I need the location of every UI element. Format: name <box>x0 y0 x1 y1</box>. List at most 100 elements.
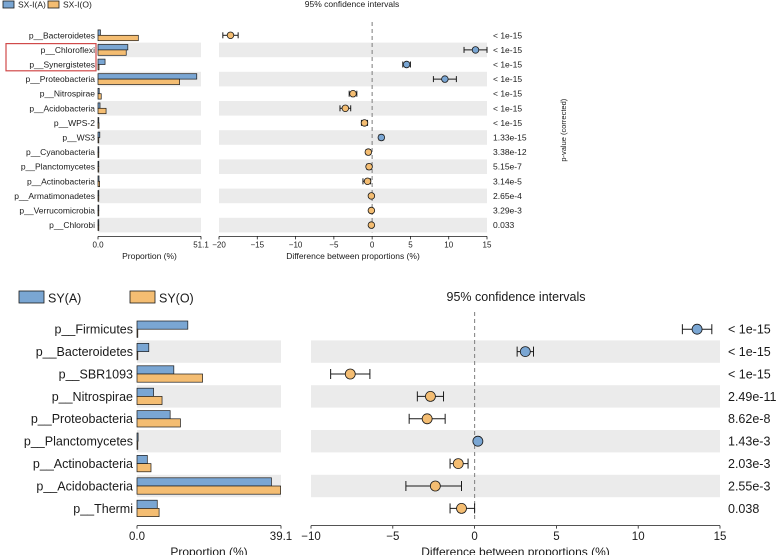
top-bar-o-10 <box>97 180 100 188</box>
top-bar-o-7 <box>97 137 100 144</box>
top-prop-stripe-7 <box>98 130 201 145</box>
top-category-label-10: p__Actinobacteria <box>27 176 95 186</box>
bottom-pvalue-8: 0.038 <box>728 502 759 516</box>
top-category-label-4: p__Nitrospirae <box>40 89 96 99</box>
top-category-label-9: p__Planctomycetes <box>21 162 95 172</box>
bottom-legend-swatch-1 <box>129 290 156 304</box>
top-diff-point-7 <box>377 133 386 142</box>
bottom-diff-tick-label-1: −5 <box>386 531 399 543</box>
bottom-prop-stripe-1 <box>137 340 281 363</box>
top-diff-tick-label-6: 10 <box>444 240 453 249</box>
top-category-label-8: p__Cyanobacteria <box>26 147 95 157</box>
top-diff-point-2 <box>402 60 411 69</box>
top-category-label-1: p__Chloroflexi <box>41 45 95 55</box>
top-diff-axis-label: Difference between proportions (%) <box>286 251 420 261</box>
top-legend-swatch-1 <box>47 0 60 9</box>
bottom-category-label-2: p__SBR1093 <box>59 367 133 381</box>
top-bar-o-3 <box>97 78 180 85</box>
top-category-label-6: p__WPS-2 <box>54 118 95 128</box>
top-diff-stripe-13 <box>219 217 487 233</box>
bottom-diff-tick-label-2: 0 <box>471 531 477 543</box>
top-pvalue-7: 1.33e-15 <box>493 132 527 142</box>
top-pvalue-2: < 1e-15 <box>493 59 522 69</box>
bottom-pvalue-6: 2.03e-3 <box>728 457 770 471</box>
bottom-category-label-5: p__Planctomycetes <box>24 435 133 449</box>
top-bar-o-4 <box>97 93 102 100</box>
top-diff-tick-label-7: 15 <box>483 240 492 249</box>
top-pvalue-4: < 1e-15 <box>493 89 522 99</box>
bottom-diff-stripe-3 <box>311 385 720 408</box>
top-diff-point-12 <box>367 206 376 215</box>
top-bar-o-8 <box>97 151 100 158</box>
top-bar-o-2 <box>97 64 100 71</box>
bottom-bar-a-2 <box>136 365 175 375</box>
top-bar-a-9 <box>97 160 100 168</box>
bottom-bar-o-0 <box>136 328 139 338</box>
bottom-pvalue-4: 8.62e-8 <box>728 412 770 426</box>
top-diff-point-6 <box>360 119 369 127</box>
bottom-legend-label-0: SY(A) <box>48 292 81 306</box>
bottom-bar-o-3 <box>136 396 163 405</box>
bottom-bar-o-4 <box>136 418 181 428</box>
top-pvalue-10: 3.14e-5 <box>493 176 522 186</box>
bottom-category-label-8: p__Thermi <box>73 502 133 516</box>
top-diff-tick-label-0: −20 <box>212 240 226 249</box>
top-bar-a-1 <box>97 44 129 51</box>
bottom-bar-o-5 <box>136 440 139 450</box>
top-category-label-2: p__Synergistetes <box>29 59 95 69</box>
top-legend-label-1: SX-I(O) <box>63 0 92 10</box>
top-bar-a-8 <box>97 146 100 153</box>
bottom-legend-swatch-0 <box>18 290 45 304</box>
top-ci-title: 95% confidence intervals <box>305 0 400 9</box>
bottom-bar-o-1 <box>136 351 139 361</box>
top-bar-o-11 <box>97 195 100 202</box>
bottom-category-label-3: p__Nitrospirae <box>52 390 133 404</box>
top-category-label-3: p__Proteobacteria <box>26 74 96 84</box>
top-pvalue-3: < 1e-15 <box>493 74 522 84</box>
top-prop-stripe-13 <box>98 217 201 233</box>
top-category-label-12: p__Verrucomicrobia <box>19 205 95 215</box>
top-bar-a-0 <box>97 29 101 36</box>
bottom-pvalue-7: 2.55e-3 <box>728 479 770 493</box>
top-diff-stripe-7 <box>219 130 487 145</box>
top-legend-label-0: SX-I(A) <box>18 0 46 10</box>
bottom-bar-a-8 <box>136 499 158 509</box>
bottom-prop-stripe-5 <box>137 430 281 453</box>
top-pvalue-9: 5.15e-7 <box>493 162 522 172</box>
top-diff-tick-label-1: −15 <box>250 240 264 249</box>
top-diff-tick-label-4: 0 <box>370 240 375 249</box>
top-bar-o-9 <box>97 166 100 173</box>
top-bar-a-12 <box>97 204 100 211</box>
bottom-diff-stripe-7 <box>311 474 720 498</box>
top-diff-point-10 <box>363 177 372 185</box>
top-bar-a-4 <box>97 87 100 95</box>
top-diff-point-8 <box>364 148 373 156</box>
top-diff-stripe-11 <box>219 188 487 204</box>
bottom-diff-point-4 <box>421 413 433 425</box>
top-diff-point-0 <box>226 31 235 39</box>
top-bar-o-1 <box>97 49 127 56</box>
bottom-diff-stripe-1 <box>311 340 720 363</box>
bottom-diff-tick-label-3: 5 <box>553 531 559 543</box>
bottom-bar-a-6 <box>136 455 148 464</box>
top-prop-axis-label: Proportion (%) <box>122 251 177 261</box>
top-pvalue-12: 3.29e-3 <box>493 205 522 215</box>
bottom-category-label-7: p__Acidobacteria <box>36 479 133 493</box>
top-pvalue-6: < 1e-15 <box>493 118 522 128</box>
bottom-category-label-6: p__Actinobacteria <box>33 457 133 471</box>
top-bar-o-13 <box>97 224 100 231</box>
bottom-bar-a-5 <box>136 432 139 442</box>
top-diff-stripe-3 <box>219 71 487 87</box>
top-pvalue-1: < 1e-15 <box>493 45 522 55</box>
bottom-bar-a-3 <box>136 387 154 397</box>
top-bar-a-7 <box>97 131 101 138</box>
top-prop-stripe-9 <box>98 159 201 174</box>
top-diff-point-1 <box>471 46 480 54</box>
bottom-prop-stripe-3 <box>137 385 281 408</box>
bottom-bar-a-7 <box>136 477 272 487</box>
top-bar-o-6 <box>97 122 100 129</box>
bottom-bar-a-4 <box>136 410 171 420</box>
top-prop-stripe-5 <box>98 101 201 116</box>
bottom-bar-o-7 <box>136 485 281 495</box>
